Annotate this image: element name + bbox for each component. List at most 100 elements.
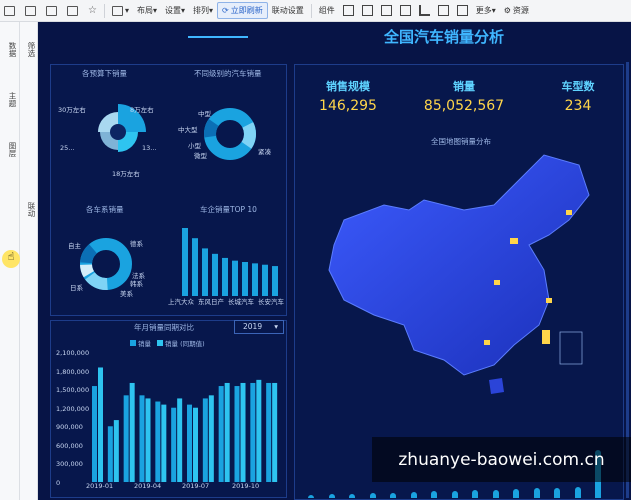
- save-as-button[interactable]: [42, 0, 63, 22]
- budget-label-4: 13...: [142, 144, 157, 152]
- city-bar: [410, 492, 417, 498]
- arrange-menu[interactable]: 排列 ▾: [193, 6, 214, 15]
- yoy-bar: [123, 395, 129, 482]
- budget-label-2: 8万左右: [130, 106, 154, 114]
- filter-tab[interactable]: 筛选: [21, 42, 37, 57]
- yoy-ytick: 1,200,000: [56, 404, 90, 413]
- scrollbar[interactable]: [626, 62, 629, 498]
- undo-button[interactable]: [0, 0, 21, 22]
- card-icon[interactable]: [380, 5, 392, 16]
- refresh-label: 立即刷新: [230, 6, 263, 15]
- image-icon[interactable]: [456, 5, 468, 16]
- yoy-bar: [177, 398, 183, 482]
- series-label-4: 法系: [132, 272, 145, 280]
- city-bar: [390, 492, 396, 498]
- legend-swatch: [157, 340, 163, 346]
- top10-bar-chart: [182, 228, 278, 296]
- top10-bar: [262, 264, 268, 296]
- year-select-value: 2019: [243, 322, 263, 331]
- top10-xlabel-3: 长城汽车: [228, 298, 254, 306]
- kpi-value-sales: 85,052,567: [423, 98, 505, 114]
- more-menu[interactable]: 更多 ▾: [475, 6, 496, 15]
- data-tab[interactable]: 数据: [2, 42, 18, 57]
- city-bar: [574, 487, 581, 498]
- layer-tab[interactable]: 图层: [2, 142, 18, 157]
- top10-bar: [182, 228, 188, 296]
- level-label-4: 微型: [194, 152, 207, 160]
- yoy-legend: 销量 销量 (同期值): [130, 338, 205, 348]
- yoy-xtick: 2019-10: [232, 482, 260, 490]
- link-settings-label: 联动设置: [271, 6, 304, 15]
- top10-bar: [272, 266, 278, 296]
- table-icon[interactable]: [342, 5, 354, 16]
- yoy-bar: [202, 398, 208, 482]
- top10-xlabel-2: 东风日产: [198, 298, 224, 306]
- resource-button[interactable]: ⚙ 资源: [500, 0, 533, 22]
- toolbar: ☆ ▾ 布局 ▾ 设置 ▾ 排列 ▾ ⟳ 立即刷新 联动设置 组件 更多 ▾ ⚙ 资源: [0, 0, 631, 22]
- yoy-bar: [107, 426, 113, 482]
- yoy-bar: [113, 420, 119, 482]
- kpi-value-models: 234: [564, 98, 592, 114]
- level-chart-title: 不同级别的汽车销量: [194, 69, 262, 78]
- layout-menu[interactable]: 布局 ▾: [136, 6, 157, 15]
- yoy-bar: [187, 404, 192, 482]
- city-bar: [554, 487, 560, 498]
- left-panel-tabs: 数据 主题 图层 ☝: [0, 22, 20, 500]
- yoy-bar: [92, 386, 97, 482]
- yoy-ytick: 1,800,000: [56, 367, 90, 376]
- link-settings-button[interactable]: 联动设置: [268, 0, 308, 22]
- city-bar: [472, 490, 478, 498]
- city-bar: [431, 491, 437, 498]
- interact-tab[interactable]: 联动: [21, 202, 37, 217]
- top10-bar: [252, 263, 258, 296]
- kpi-value-scale: 146,295: [319, 98, 377, 114]
- component-label: 组件: [318, 6, 335, 15]
- yoy-xtick: 2019-07: [182, 482, 210, 490]
- year-select[interactable]: 2019 ▾: [234, 320, 284, 334]
- budget-label-3: 25...: [60, 144, 75, 152]
- theme-tab-label: 主题: [8, 92, 17, 107]
- filter-component-icon[interactable]: [399, 5, 411, 16]
- kpi-label-sales: 销量: [453, 80, 475, 93]
- screen-icon: [111, 5, 123, 16]
- title-decoration: [188, 36, 248, 38]
- yoy-bar: [234, 386, 240, 482]
- city-bar: [349, 493, 355, 498]
- legend-item-sales: 销量: [130, 338, 151, 348]
- preview-button[interactable]: [63, 0, 84, 22]
- series-label-2: 德系: [130, 240, 143, 248]
- favorite-button[interactable]: ☆: [84, 0, 101, 22]
- watermark: zhuanye-baowei.com.cn: [372, 437, 631, 482]
- resource-icon: ⚙: [503, 6, 511, 15]
- yoy-bar: [272, 382, 278, 482]
- city-bar: [308, 495, 314, 498]
- series-chart-title: 各车系销量: [86, 205, 124, 214]
- yoy-bar: [155, 401, 161, 482]
- yoy-bar: [218, 386, 224, 482]
- yoy-bar: [139, 395, 145, 482]
- settings-menu[interactable]: 设置 ▾: [165, 6, 186, 15]
- crosstab-icon[interactable]: [361, 5, 373, 16]
- refresh-button[interactable]: ⟳ 立即刷新: [217, 2, 268, 19]
- undo-icon: [4, 5, 15, 16]
- yoy-bar: [145, 398, 151, 482]
- divider: [310, 3, 312, 18]
- map-title: 全国地图销量分布: [431, 137, 491, 146]
- yoy-xtick: 2019-04: [134, 482, 162, 490]
- yoy-chart-title: 年月销量同期对比: [134, 323, 194, 332]
- yoy-panel: [50, 320, 287, 498]
- top10-xlabel-4: 长安汽车: [258, 298, 284, 306]
- yoy-ytick: 600,000: [56, 441, 83, 450]
- more-label: 更多: [475, 6, 492, 15]
- city-bar: [451, 490, 458, 498]
- city-bar: [328, 494, 335, 498]
- theme-tab[interactable]: 主题: [2, 92, 18, 107]
- level-label-5: 紧凑: [258, 148, 271, 156]
- screen-button[interactable]: ▾: [108, 0, 133, 22]
- bar-chart-icon[interactable]: [418, 5, 430, 16]
- save-button[interactable]: [21, 0, 42, 22]
- settings-label: 设置: [165, 6, 181, 15]
- text-icon[interactable]: [437, 5, 449, 16]
- budget-rose-chart: [98, 104, 146, 152]
- resource-label: 资源: [512, 6, 529, 15]
